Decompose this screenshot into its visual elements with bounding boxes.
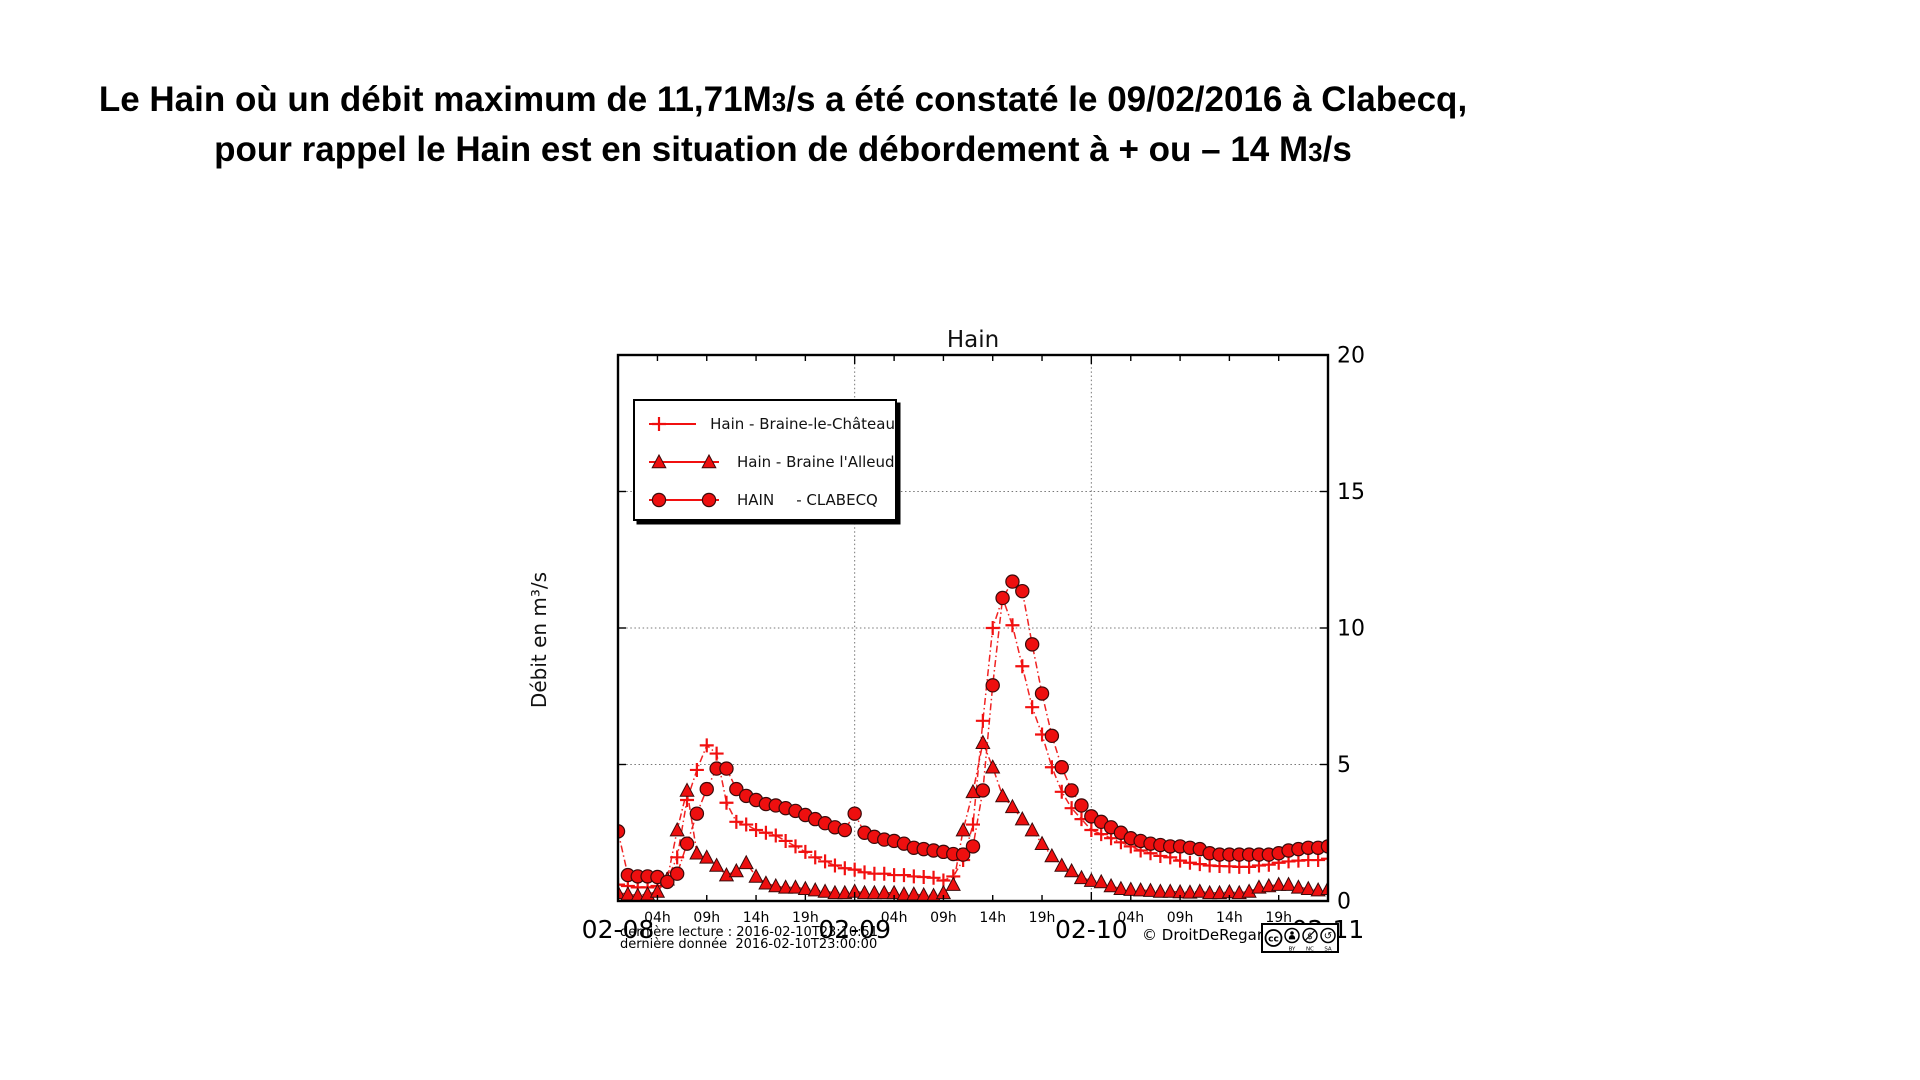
x-day-label: 02-08 [582, 915, 655, 944]
axis-ticks [617, 354, 1329, 902]
svg-text:NC: NC [1306, 947, 1314, 953]
x-day-label: 02-10 [1055, 915, 1128, 944]
x-hour-label: 14h [979, 910, 1006, 926]
svg-text:BY: BY [1289, 947, 1296, 953]
title-text-segment: 3 [1308, 137, 1323, 167]
legend-item: Hain - Braine-le-Château [635, 405, 895, 443]
cc-license-badge: cc BY $ NC ↺ SA [1261, 923, 1339, 953]
last-reading-text: dernière lecture : 2016-02-10T23:10:51 [620, 925, 879, 940]
last-data-text: dernière donnée 2016-02-10T23:00:00 [620, 937, 878, 952]
title-text-segment: 3 [771, 87, 787, 117]
x-day-label: 02-09 [818, 915, 891, 944]
legend-item-label-station: - CLABECQ [796, 491, 878, 509]
page-title: Le Hain où un débit maximum de 11,71M3/s… [0, 76, 1566, 176]
x-hour-label: 09h [1167, 910, 1194, 926]
y-tick-label: 20 [1337, 344, 1365, 369]
x-hour-label: 09h [930, 910, 957, 926]
y-axis-label: Débit en m³/s [527, 571, 551, 709]
y-tick-label: 10 [1337, 617, 1365, 642]
cc-by-icon: BY [1284, 927, 1300, 953]
x-hour-label: 04h [1117, 910, 1144, 926]
legend-rows: Hain - Braine-le-Château Hain - Braine l'… [635, 405, 895, 519]
svg-text:↺: ↺ [1324, 931, 1332, 942]
title-text-segment: /s a été constaté le 09/02/2016 à Clabec… [786, 80, 1468, 119]
title-text-segment: Le Hain où un débit maximum de 11,71M [98, 80, 772, 119]
copyright-text: © DroitDeRegard.be [1142, 926, 1296, 944]
title-text-segment: pour rappel le Hain est en situation de … [214, 130, 1309, 169]
legend-item-label: HAIN [737, 491, 775, 509]
title-text-segment: /s [1322, 130, 1352, 169]
series-clabecq [618, 574, 1328, 890]
legend: Hain - Braine-le-Château Hain - Braine l'… [633, 399, 897, 521]
svg-text:cc: cc [1268, 935, 1279, 945]
y-tick-label: 15 [1337, 480, 1365, 505]
legend-item: Hain - Braine l'Alleud [635, 443, 895, 481]
title-line-2: pour rappel le Hain est en situation de … [0, 126, 1566, 176]
x-hour-label: 09h [693, 910, 720, 926]
x-hour-label: 14h [1216, 910, 1243, 926]
legend-marker-sample-triangle [649, 453, 719, 469]
cc-sa-icon: ↺ SA [1320, 927, 1336, 953]
legend-item-label: Hain - Braine l'Alleud [737, 453, 895, 471]
legend-item: HAIN - CLABECQ [635, 481, 895, 519]
legend-item-label: Hain - Braine-le-Château [710, 415, 895, 433]
svg-text:SA: SA [1324, 947, 1332, 953]
x-hour-label: 14h [743, 910, 770, 926]
title-line-1: Le Hain où un débit maximum de 11,71M3/s… [0, 76, 1566, 126]
series-braine-l-alleud [618, 734, 1328, 901]
legend-marker-sample-plus [649, 417, 697, 431]
cc-icon: cc [1264, 929, 1283, 947]
svg-text:$: $ [1307, 932, 1313, 942]
x-hour-label: 19h [1029, 910, 1056, 926]
y-tick-label: 0 [1337, 890, 1351, 915]
x-hour-label: 04h [881, 910, 908, 926]
x-hour-label: 04h [644, 910, 671, 926]
cc-nc-icon: $ NC [1302, 927, 1318, 953]
plot-border [616, 353, 1330, 903]
y-tick-labels: 0 5 10 15 20 [1337, 344, 1365, 915]
x-hour-label: 19h [1265, 910, 1292, 926]
x-hour-label: 19h [792, 910, 819, 926]
y-tick-label: 5 [1337, 753, 1351, 778]
legend-marker-sample-circle [649, 492, 719, 508]
chart-title: Hain [946, 327, 1000, 353]
